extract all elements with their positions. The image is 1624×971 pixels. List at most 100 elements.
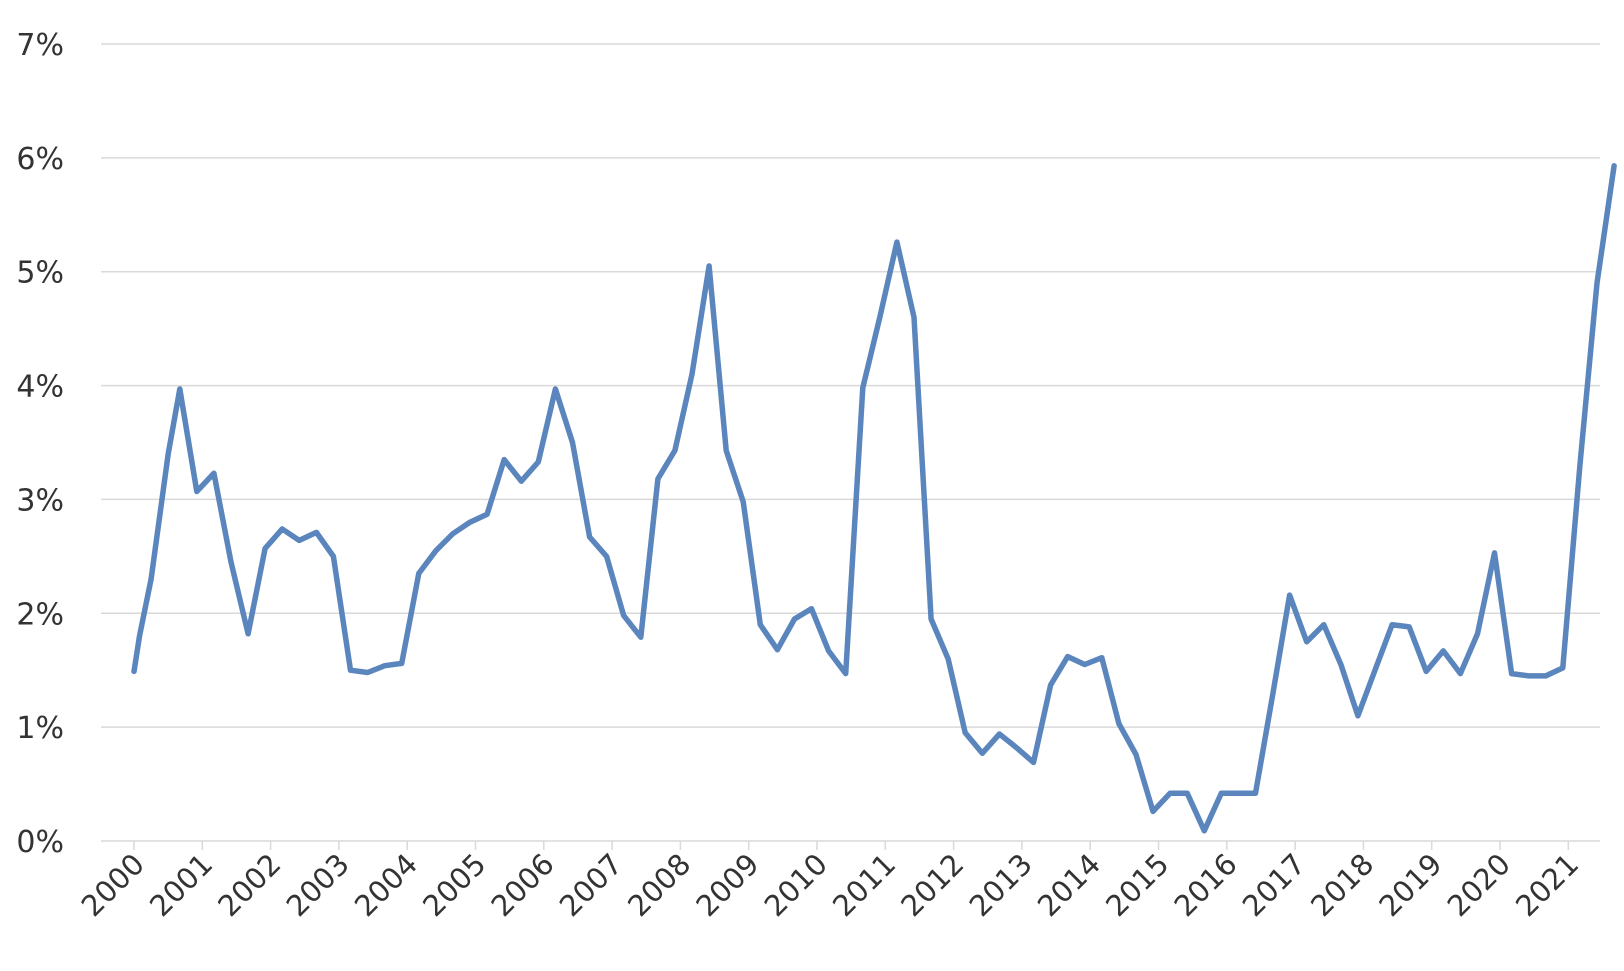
data-point bbox=[826, 648, 832, 654]
y-tick-label: 4% bbox=[16, 370, 64, 405]
data-point bbox=[1509, 671, 1515, 677]
data-point bbox=[843, 671, 849, 677]
x-tick-label: 2002 bbox=[211, 847, 287, 923]
data-point bbox=[945, 656, 951, 662]
data-point bbox=[313, 529, 319, 535]
data-point bbox=[330, 553, 336, 559]
data-point bbox=[399, 660, 405, 666]
data-point bbox=[501, 457, 507, 463]
data-point bbox=[723, 448, 729, 454]
data-point bbox=[1150, 808, 1156, 814]
y-tick-label: 0% bbox=[16, 825, 64, 860]
data-point bbox=[1116, 721, 1122, 727]
data-point bbox=[1440, 648, 1446, 654]
x-tick-label: 2019 bbox=[1372, 847, 1448, 923]
data-point bbox=[245, 631, 251, 637]
data-point bbox=[416, 570, 422, 576]
x-tick-label: 2012 bbox=[894, 847, 970, 923]
data-point bbox=[1167, 790, 1173, 796]
data-point bbox=[774, 647, 780, 653]
x-tick-label: 2010 bbox=[758, 847, 834, 923]
data-point bbox=[433, 548, 439, 554]
data-point bbox=[1065, 654, 1071, 660]
x-tick-label: 2020 bbox=[1441, 847, 1517, 923]
data-point bbox=[1492, 550, 1498, 556]
x-tick-label: 2014 bbox=[1031, 847, 1107, 923]
data-point bbox=[1253, 790, 1259, 796]
y-tick-label: 5% bbox=[16, 256, 64, 291]
data-point bbox=[228, 559, 234, 565]
data-point bbox=[1184, 790, 1190, 796]
data-point bbox=[273, 533, 279, 539]
data-point bbox=[1457, 671, 1463, 677]
x-tick-label: 2000 bbox=[75, 847, 151, 923]
data-point bbox=[518, 478, 524, 484]
data-point bbox=[1201, 828, 1207, 834]
data-point bbox=[1082, 662, 1088, 668]
data-point bbox=[740, 499, 746, 505]
y-tick-label: 7% bbox=[16, 28, 64, 63]
data-point bbox=[1611, 163, 1617, 169]
y-axis-tick-labels: 0% 1% 2% 3% 4% 5% 6% 7% bbox=[16, 28, 64, 860]
x-tick-label: 2015 bbox=[1099, 847, 1175, 923]
data-point bbox=[348, 667, 354, 673]
data-point bbox=[1423, 668, 1429, 674]
data-point bbox=[672, 448, 678, 454]
x-tick-label: 2017 bbox=[1236, 847, 1312, 923]
x-tick-label: 2009 bbox=[689, 847, 765, 923]
x-tick-label: 2004 bbox=[348, 847, 424, 923]
y-tick-label: 6% bbox=[16, 142, 64, 177]
data-point bbox=[1321, 622, 1327, 628]
x-tick-label: 2008 bbox=[621, 847, 697, 923]
data-point bbox=[1406, 624, 1412, 630]
data-point bbox=[1270, 692, 1276, 698]
series-layer bbox=[131, 163, 1617, 834]
data-point bbox=[1577, 462, 1583, 468]
data-point bbox=[689, 371, 695, 377]
y-tick-label: 1% bbox=[16, 711, 64, 746]
data-point bbox=[211, 470, 217, 476]
x-tick-label: 2006 bbox=[485, 847, 561, 923]
y-tick-label: 3% bbox=[16, 483, 64, 518]
data-point bbox=[1543, 673, 1549, 679]
x-axis-tick-labels: 2000200120022003200420052006200720082009… bbox=[75, 847, 1586, 923]
x-tick-label: 2011 bbox=[826, 847, 902, 923]
data-point bbox=[604, 553, 610, 559]
data-point bbox=[382, 663, 388, 669]
data-point bbox=[809, 606, 815, 612]
data-point bbox=[570, 440, 576, 446]
data-point bbox=[279, 526, 285, 532]
data-point bbox=[148, 576, 154, 582]
data-point bbox=[1218, 790, 1224, 796]
data-point bbox=[655, 476, 661, 482]
x-tick-label: 2005 bbox=[416, 847, 492, 923]
data-point bbox=[1338, 662, 1344, 668]
data-point bbox=[535, 459, 541, 465]
data-point bbox=[1389, 622, 1395, 628]
data-point bbox=[194, 489, 200, 495]
data-point bbox=[137, 633, 143, 639]
data-point bbox=[177, 386, 183, 392]
data-point bbox=[1594, 280, 1600, 286]
x-tick-label: 2001 bbox=[143, 847, 219, 923]
x-tick-label: 2013 bbox=[963, 847, 1039, 923]
data-point bbox=[996, 731, 1002, 737]
data-point bbox=[1013, 745, 1019, 751]
data-point bbox=[1526, 673, 1532, 679]
data-point bbox=[928, 616, 934, 622]
data-point bbox=[165, 451, 171, 457]
series-line-0 bbox=[131, 163, 1617, 834]
x-tick-label: 2016 bbox=[1168, 847, 1244, 923]
data-point bbox=[484, 511, 490, 517]
data-point bbox=[877, 314, 883, 320]
data-point bbox=[1099, 655, 1105, 661]
data-point bbox=[450, 531, 456, 537]
data-point bbox=[1287, 592, 1293, 598]
data-point bbox=[131, 668, 137, 674]
data-point bbox=[1355, 713, 1361, 719]
data-point bbox=[1304, 639, 1310, 645]
x-tick-label: 2021 bbox=[1509, 847, 1585, 923]
data-point bbox=[1560, 665, 1566, 671]
data-point bbox=[638, 634, 644, 640]
